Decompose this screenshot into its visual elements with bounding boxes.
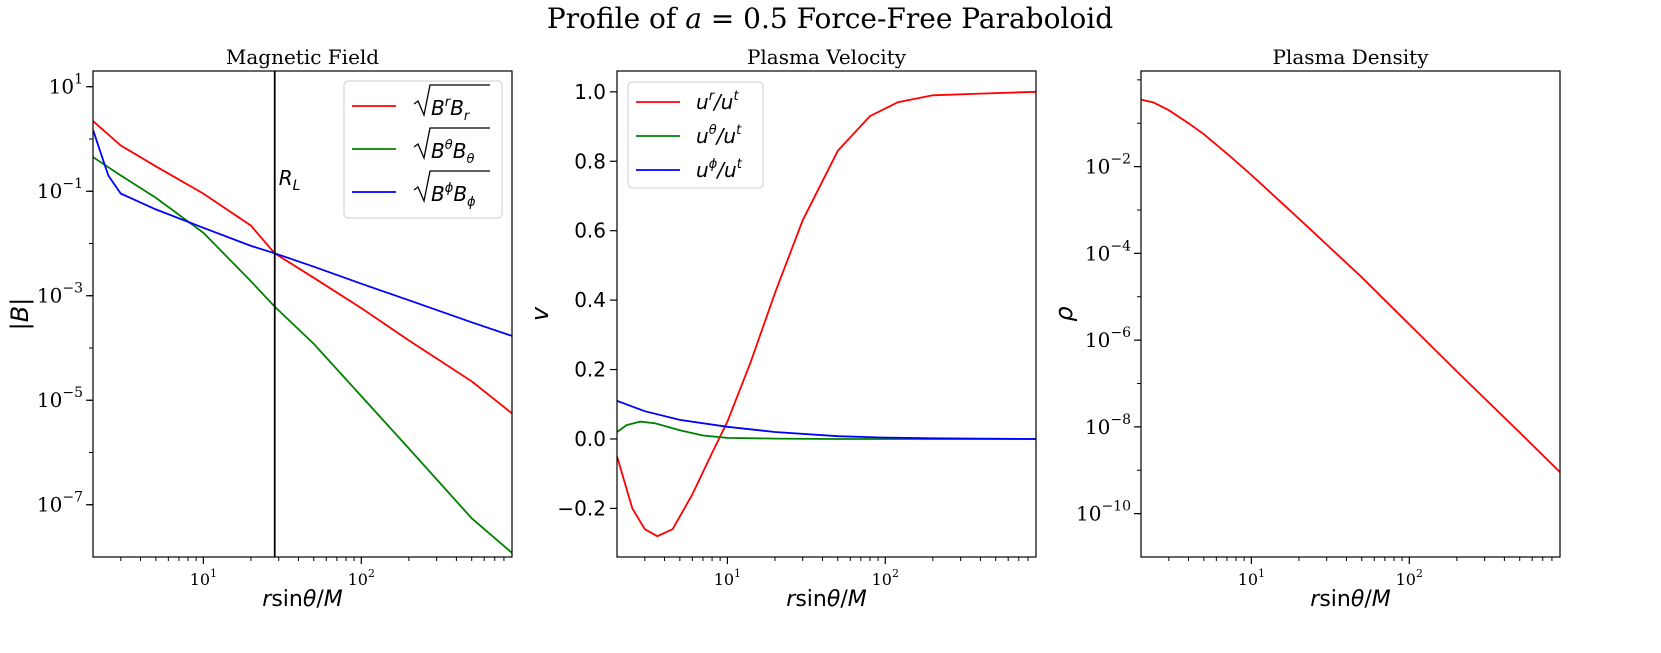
legend: ur/ut uθ/ut uϕ/ut xyxy=(627,81,764,189)
y-tick-label: 10−8 xyxy=(1085,412,1131,439)
figure-title: Profile of a = 0.5 Force-Free Paraboloid xyxy=(547,2,1113,35)
y-tick-label: 10−3 xyxy=(37,281,83,308)
x-tick-label: 101 xyxy=(190,567,217,589)
legend-label: BrBr xyxy=(431,95,471,124)
sqrt-sign xyxy=(413,84,490,118)
panel-2: Plasma Velocity 101 102 −0.2 0.0 0.2 0.4 0.6 0.8… xyxy=(526,45,1037,612)
panel-3: Plasma Density 101 102 10−2 10−4 10−6 10−8 10−1… xyxy=(1050,45,1561,612)
x-tick-label: 102 xyxy=(872,567,899,589)
y-tick-label: 10−7 xyxy=(37,490,83,517)
y-tick-label: 1.0 xyxy=(574,80,606,104)
x-tick-label: 101 xyxy=(714,567,741,589)
series-line-1 xyxy=(617,90,1036,538)
y-tick-label: 10−1 xyxy=(37,176,83,203)
x-tick-label: 102 xyxy=(1396,567,1423,589)
x-axis-label: rsinθ/M xyxy=(262,587,342,612)
y-tick-label: 10−4 xyxy=(1085,238,1131,265)
sqrt-sign xyxy=(413,127,490,161)
legend-box xyxy=(627,81,764,189)
y-tick-label: −0.2 xyxy=(557,496,606,520)
x-tick-label: 102 xyxy=(348,567,375,589)
x-axis-label: rsinθ/M xyxy=(1310,587,1390,612)
legend-label: BθBθ xyxy=(431,138,474,167)
panel-title: Magnetic Field xyxy=(226,45,379,69)
plot-frame xyxy=(92,70,513,558)
series-line-3 xyxy=(617,399,1036,440)
y-tick-label: 10−2 xyxy=(1085,152,1131,179)
series-line-1 xyxy=(1141,98,1560,473)
plot-frame xyxy=(616,70,1037,558)
y-tick-label: 0.6 xyxy=(574,219,606,243)
y-tick-label: 0.0 xyxy=(574,427,606,451)
series-line-3 xyxy=(93,129,512,337)
y-tick-label: 0.2 xyxy=(574,358,606,382)
y-tick-label: 0.4 xyxy=(574,288,606,312)
legend-label: uθ/ut xyxy=(696,123,742,148)
y-tick-label: 10−6 xyxy=(1085,325,1131,352)
vline-label: RL xyxy=(279,166,301,194)
y-tick-label: 10−10 xyxy=(1076,499,1131,526)
legend-label: BϕBϕ xyxy=(431,181,476,210)
legend: BrBr BθBθ BϕBϕ xyxy=(343,80,503,219)
x-axis-label: rsinθ/M xyxy=(786,587,866,612)
y-axis-label: v xyxy=(526,306,554,321)
plot-frame xyxy=(1140,70,1561,558)
y-axis-label: |B| xyxy=(6,298,34,331)
panel-title: Plasma Density xyxy=(1272,45,1429,69)
sqrt-sign xyxy=(413,170,490,204)
y-axis-label: ρ xyxy=(1050,306,1078,321)
panel-title: Plasma Velocity xyxy=(747,45,907,69)
x-tick-label: 101 xyxy=(1238,567,1265,589)
y-tick-label: 101 xyxy=(49,72,83,99)
y-tick-label: 10−5 xyxy=(37,385,83,412)
legend-box xyxy=(343,80,503,219)
y-tick-label: 0.8 xyxy=(574,149,606,173)
panel-1: Magnetic Field 101 102 101 10−1 10−3 10−5 10−7 R… xyxy=(6,45,513,612)
series-line-2 xyxy=(617,420,1036,440)
legend-label: uϕ/ut xyxy=(696,157,743,182)
legend-label: ur/ut xyxy=(696,89,739,114)
